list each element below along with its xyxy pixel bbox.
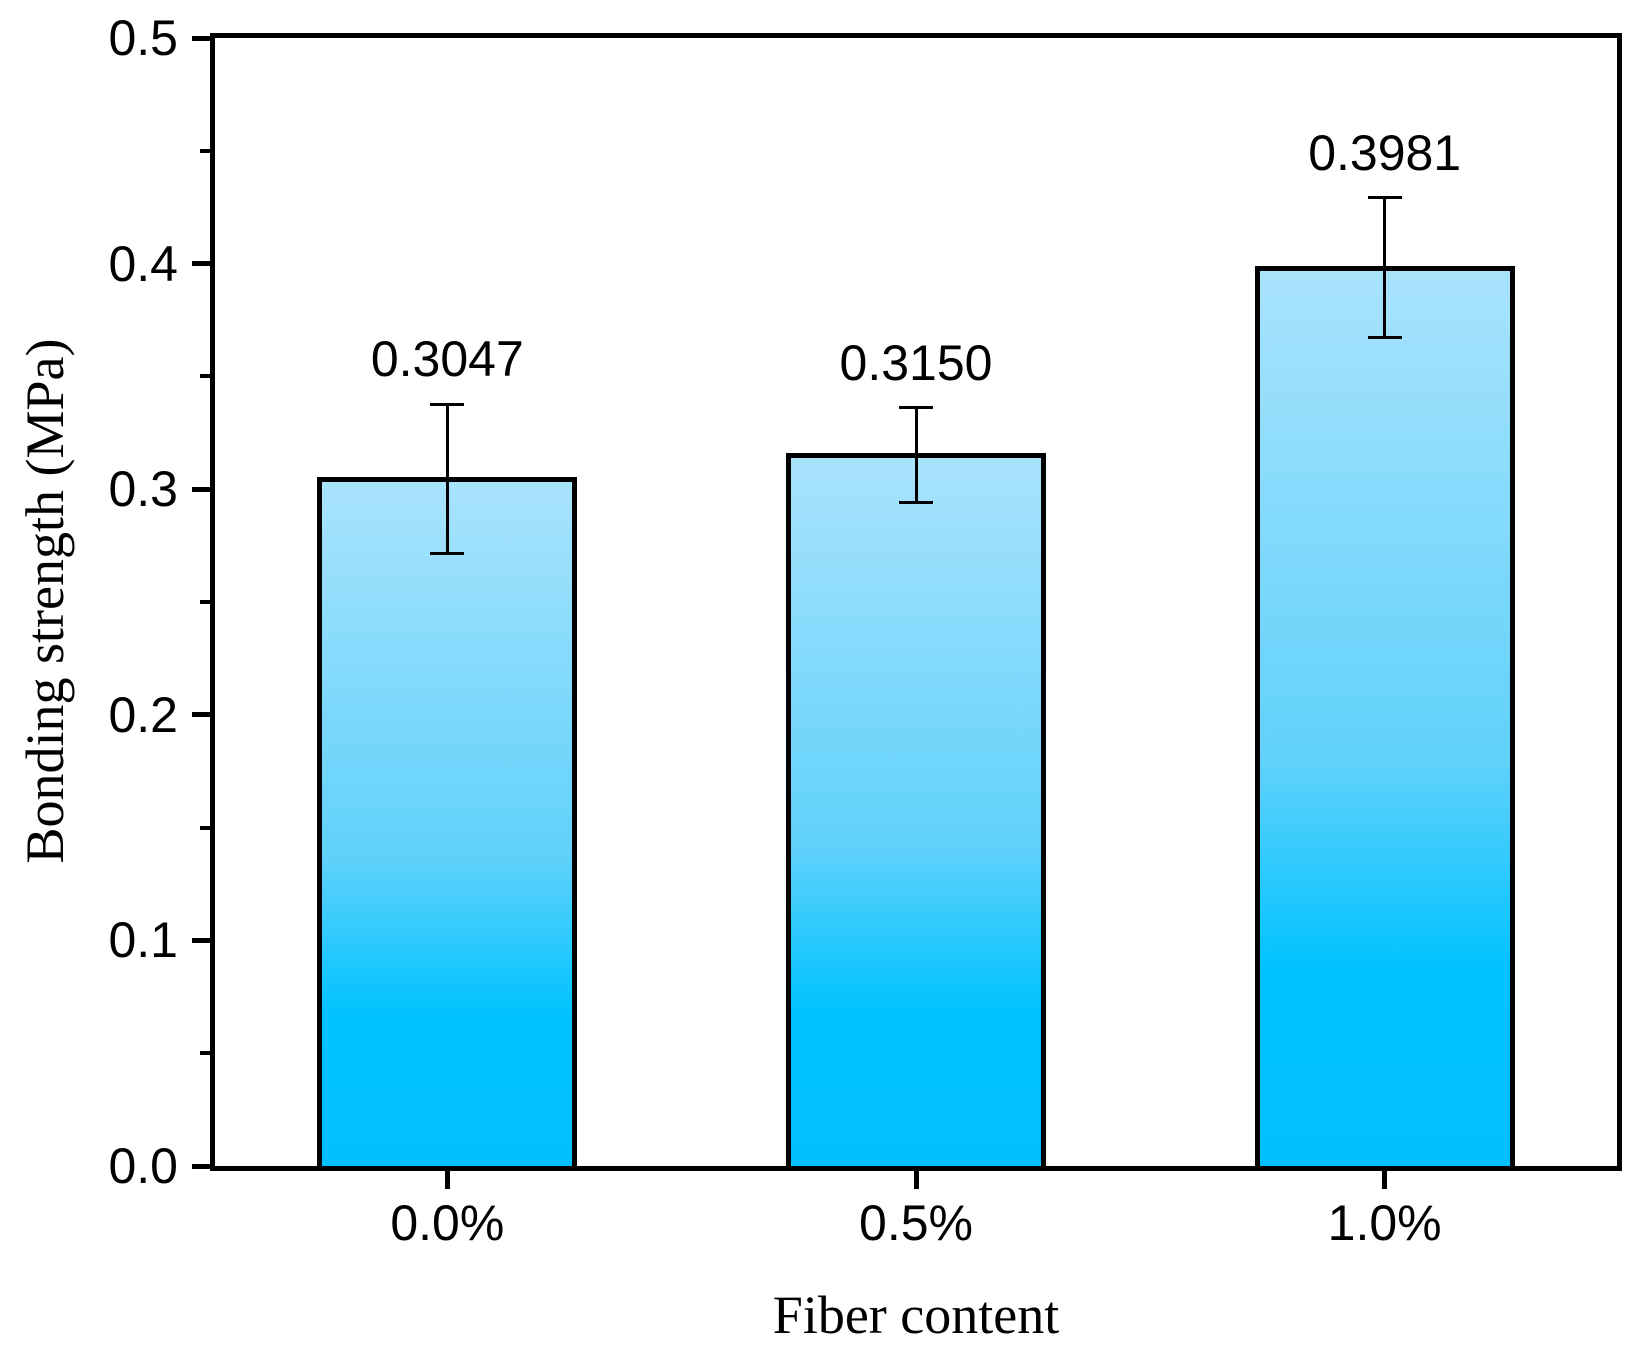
y-minor-tick <box>200 1051 210 1056</box>
bar-value-label: 0.3150 <box>839 334 993 391</box>
x-tick <box>1382 1171 1388 1189</box>
y-tick <box>192 937 210 943</box>
x-tick-label: 0.5% <box>859 1195 973 1251</box>
bar <box>1254 265 1515 1166</box>
error-bar-cap-top <box>899 406 933 410</box>
y-tick <box>192 1163 210 1169</box>
x-tick <box>913 1171 919 1189</box>
y-minor-tick <box>200 825 210 830</box>
error-bar-cap-top <box>430 402 465 406</box>
error-bar-cap-top <box>1367 196 1402 200</box>
bar-value-label: 0.3981 <box>1308 124 1462 181</box>
y-minor-tick <box>200 374 210 379</box>
x-tick <box>444 1171 450 1189</box>
y-tick <box>192 486 210 492</box>
y-tick-label: 0.3 <box>108 461 178 518</box>
error-bar-cap-bottom <box>430 551 465 555</box>
y-minor-tick <box>200 600 210 604</box>
y-minor-tick <box>200 148 210 153</box>
bar <box>786 453 1046 1166</box>
y-tick-label: 0.2 <box>108 686 178 743</box>
y-axis-title: Bonding strength (MPa) <box>15 338 75 864</box>
y-tick <box>192 261 210 267</box>
x-tick-label: 1.0% <box>1327 1195 1442 1251</box>
error-bar-cap-bottom <box>899 501 933 505</box>
error-bar-cap-bottom <box>1367 336 1402 340</box>
error-bar-line <box>914 407 918 503</box>
plot-frame <box>210 33 1622 1171</box>
x-tick-label: 0.0% <box>390 1195 505 1251</box>
y-tick <box>192 712 210 718</box>
bar-value-label: 0.3047 <box>370 331 524 388</box>
y-tick-label: 0.5 <box>108 10 178 66</box>
y-tick <box>192 35 210 41</box>
x-axis-title: Fiber content <box>772 1285 1060 1345</box>
error-bar-line <box>1383 197 1387 338</box>
y-tick-label: 0.0 <box>108 1138 178 1194</box>
bar <box>317 476 578 1166</box>
error-bar-line <box>445 404 449 554</box>
y-tick-label: 0.1 <box>108 912 178 969</box>
y-tick-label: 0.4 <box>108 235 178 292</box>
